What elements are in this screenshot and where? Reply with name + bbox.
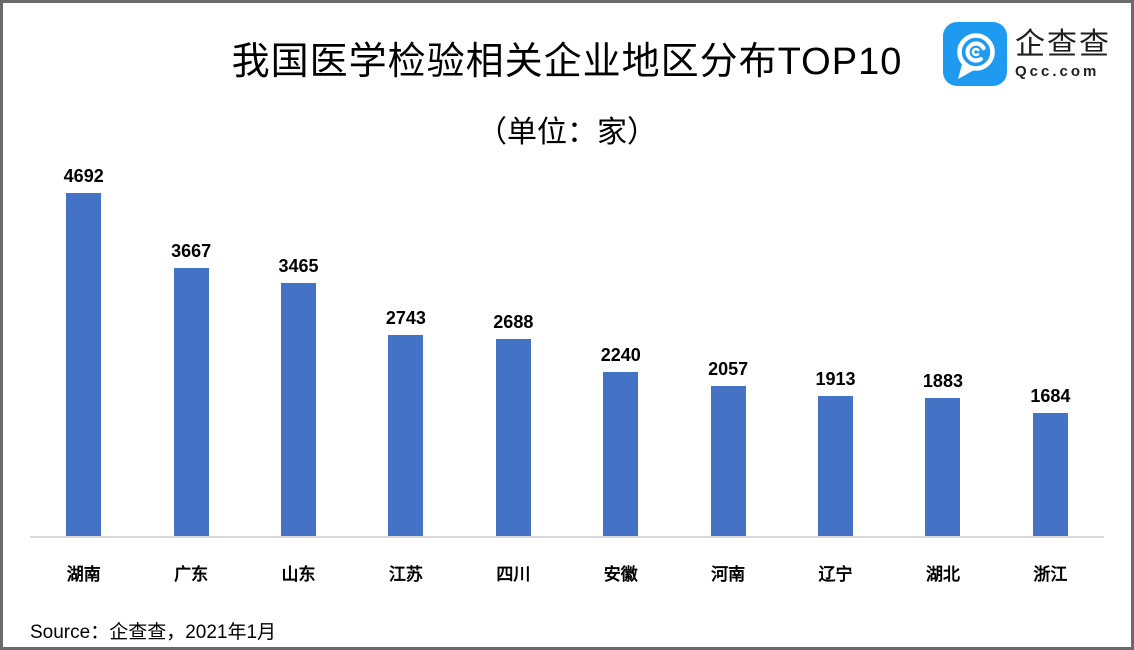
bar-column: 2688 [460, 312, 567, 536]
qcc-logo-name-cn: 企查查 [1015, 28, 1111, 61]
bar-column: 2743 [352, 308, 459, 536]
bar [281, 283, 317, 536]
bar-value-label: 2057 [708, 359, 749, 379]
qcc-logo: 企查查 Qcc.com [943, 22, 1111, 86]
qcc-logo-text: 企查查 Qcc.com [1015, 28, 1111, 80]
bar-value-label: 2688 [493, 312, 534, 332]
bar-value-label: 4692 [63, 166, 104, 186]
bar [1032, 413, 1068, 536]
bar-value-label: 1684 [1030, 386, 1071, 406]
chart-title: 我国医学检验相关企业地区分布TOP10 [231, 41, 903, 83]
category-label: 湖北 [925, 565, 960, 584]
bar-value-label: 2240 [600, 345, 641, 365]
chart-header: 我国医学检验相关企业地区分布TOP10 企查查 Qcc.com [3, 3, 1131, 86]
bar-column: 2240 [567, 345, 674, 536]
bar [173, 268, 209, 536]
bar-column: 3465 [245, 256, 352, 536]
bar-value-label: 1913 [815, 369, 856, 389]
category-label: 浙江 [1033, 565, 1068, 584]
bar-column: 2057 [674, 359, 781, 536]
category-label: 安徽 [603, 565, 638, 584]
bar-chart-bars: 4692 3667 3465 2743 2688 2240 2057 1913 1883 1684 [30, 165, 1104, 536]
bar-value-label: 3667 [171, 241, 212, 261]
bar-value-label: 2743 [385, 308, 426, 328]
bar-column: 1684 [997, 386, 1104, 536]
bar-value-label: 3465 [278, 256, 319, 276]
x-axis-category-labels: 湖南 广东 山东 江苏 四川 安徽 河南 辽宁 湖北 浙江 [30, 538, 1104, 585]
source-note: Source：企查查，2021年1月 [30, 622, 277, 643]
bar-chart-plot: 4692 3667 3465 2743 2688 2240 2057 1913 1883 1684 [30, 165, 1104, 536]
category-label: 河南 [711, 565, 746, 584]
bar-column: 1913 [782, 369, 889, 536]
bar [925, 398, 961, 536]
bar-column: 1883 [889, 371, 996, 536]
bar-column: 3667 [137, 241, 244, 536]
bar [710, 386, 746, 536]
qcc-logo-icon [943, 22, 1007, 86]
category-label: 广东 [174, 565, 209, 584]
category-label: 辽宁 [818, 565, 853, 584]
chart-subtitle: （单位：家） [477, 116, 657, 149]
category-label: 山东 [281, 565, 316, 584]
category-label: 湖南 [66, 565, 101, 584]
bar [603, 372, 639, 536]
category-label: 四川 [496, 565, 531, 584]
bar [66, 193, 102, 536]
category-label: 江苏 [388, 565, 423, 584]
bar [818, 396, 854, 536]
bar [388, 335, 424, 536]
bar [495, 339, 531, 536]
bar-column: 4692 [30, 166, 137, 536]
qcc-logo-name-en: Qcc.com [1015, 63, 1100, 80]
x-axis-line [30, 536, 1104, 538]
bar-value-label: 1883 [922, 371, 963, 391]
